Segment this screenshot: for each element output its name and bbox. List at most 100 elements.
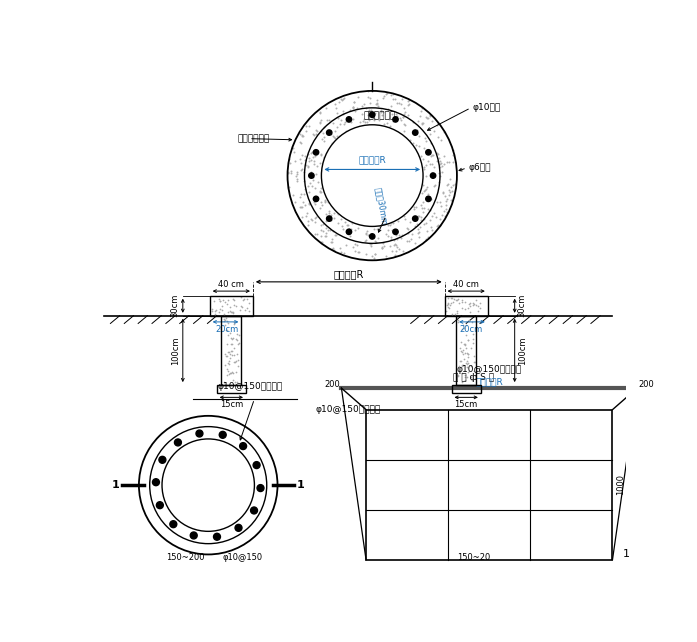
Point [349,106,360,116]
Point [319,132,330,143]
Circle shape [159,456,166,464]
Point [340,126,351,137]
Point [225,368,236,378]
Point [370,108,381,118]
Point [457,376,468,386]
Point [393,216,404,226]
Text: φ6圈筋: φ6圈筋 [468,164,491,173]
Point [445,300,456,310]
Point [319,195,330,205]
Point [321,115,332,125]
Point [430,212,441,222]
Point [314,118,325,128]
Text: 截 面 ф S 图: 截 面 ф S 图 [453,373,494,382]
Point [224,367,236,377]
Point [422,189,434,199]
Point [327,130,338,141]
Point [438,151,450,161]
Point [372,99,383,109]
Point [416,103,427,113]
Point [468,334,479,344]
Text: 30cm: 30cm [171,294,180,317]
Point [233,361,244,371]
Bar [366,410,613,560]
Point [316,134,328,144]
Text: φ10主筋: φ10主筋 [473,103,500,112]
Point [376,242,388,252]
Point [394,244,405,254]
Point [317,183,328,193]
Point [402,223,413,234]
Point [327,244,338,254]
Point [457,361,468,371]
Point [227,333,238,343]
Point [325,237,336,247]
Point [304,199,315,209]
Point [449,179,460,189]
Point [434,220,445,230]
Point [214,296,225,306]
Point [311,125,322,135]
Point [427,168,438,178]
Point [465,372,476,382]
Point [432,118,443,128]
Point [215,296,226,306]
Circle shape [213,534,220,540]
Point [323,209,335,219]
Point [443,299,454,309]
Point [457,297,468,308]
Point [227,307,238,317]
Point [300,121,312,131]
Point [441,180,452,190]
Point [338,119,349,130]
Point [446,309,457,319]
Point [219,360,230,370]
Point [206,306,217,317]
Point [468,366,480,376]
Circle shape [393,229,398,234]
Point [402,228,413,238]
Point [224,349,236,359]
Point [231,377,243,388]
Point [284,182,295,192]
Point [305,148,316,159]
Point [323,128,334,139]
Point [462,349,473,360]
Point [219,297,230,308]
Point [410,220,421,230]
Point [458,339,469,349]
Point [460,348,471,358]
Point [434,171,445,182]
Point [420,234,431,244]
Point [388,89,399,100]
Point [295,202,306,212]
Point [447,144,458,155]
Point [219,314,230,324]
Point [227,367,238,377]
Circle shape [314,196,319,202]
Point [233,338,245,349]
Point [332,112,343,123]
Point [377,238,388,248]
Point [364,98,375,108]
Point [322,225,333,236]
Point [468,357,480,367]
Point [388,112,399,122]
Point [224,306,236,317]
Point [226,333,237,343]
Point [398,108,409,119]
Point [398,246,409,256]
Point [208,296,220,306]
Point [452,371,464,381]
Point [344,223,355,234]
Point [416,214,427,225]
Point [323,128,334,139]
Point [371,99,382,109]
Point [386,225,397,236]
Circle shape [326,216,332,221]
Point [316,231,327,241]
Point [282,167,293,177]
Point [383,103,394,114]
Point [226,307,237,317]
Point [434,197,445,207]
